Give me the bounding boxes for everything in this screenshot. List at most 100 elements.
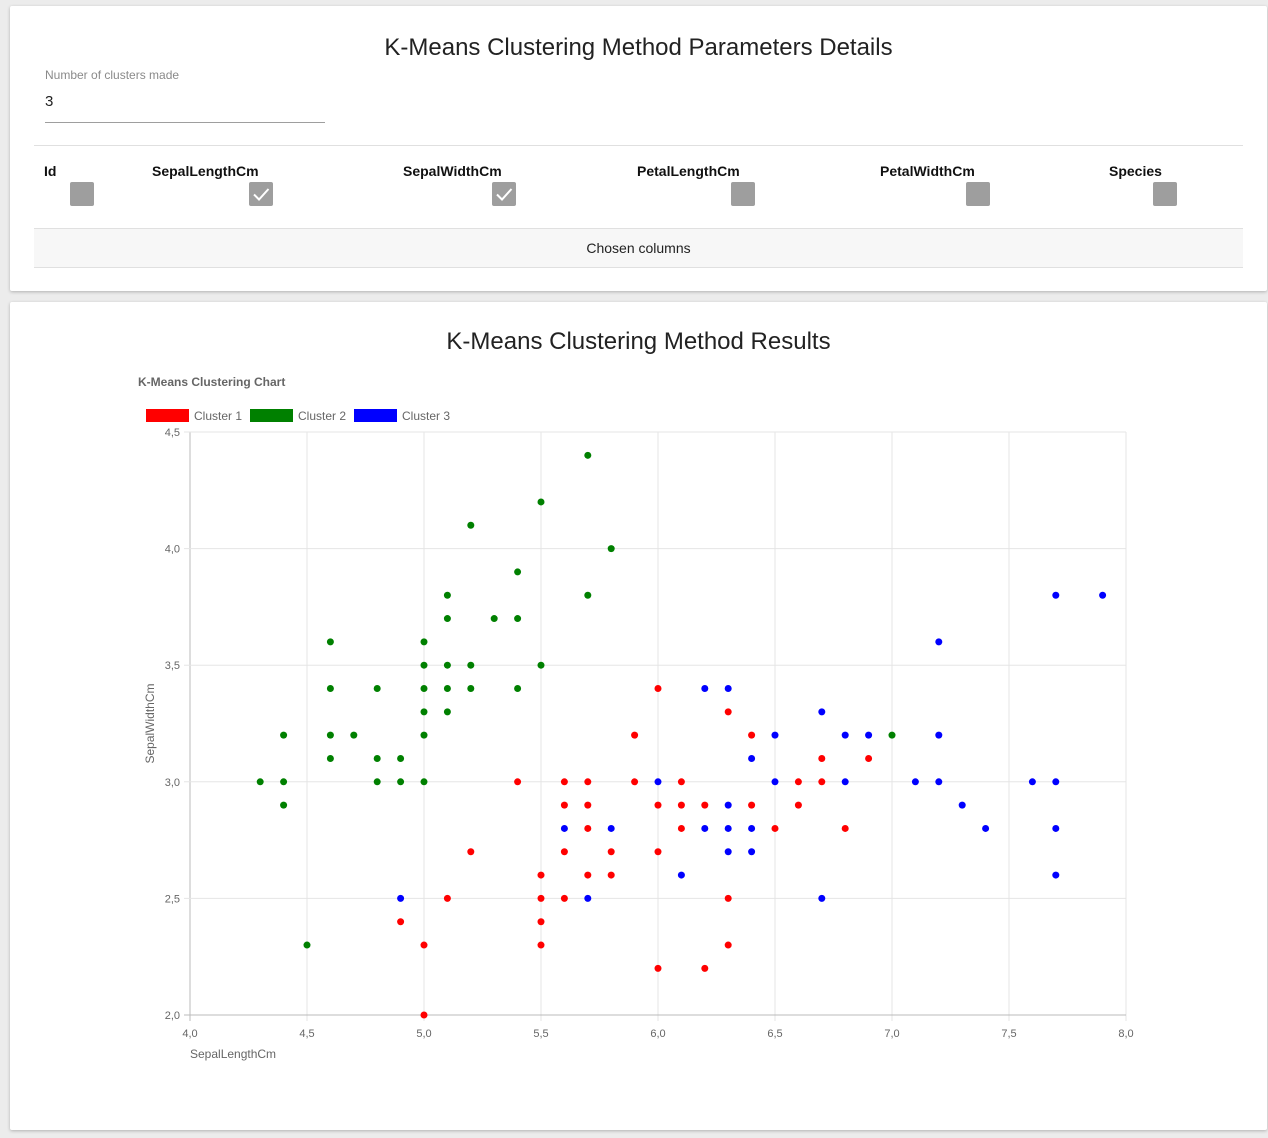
data-point [724, 685, 732, 693]
data-point [560, 848, 568, 856]
column-species-checkbox[interactable] [1153, 182, 1177, 206]
data-point [677, 871, 685, 879]
data-point [748, 754, 756, 762]
data-point [677, 778, 685, 786]
data-point [373, 685, 381, 693]
column-sepal-length-checkbox[interactable] [249, 182, 273, 206]
data-point [631, 778, 639, 786]
legend-label: Cluster 2 [298, 409, 346, 423]
data-point [397, 754, 405, 762]
data-point [818, 708, 826, 716]
data-point [701, 964, 709, 972]
data-point [654, 801, 662, 809]
data-point [794, 778, 802, 786]
y-tick-label: 3,0 [165, 777, 180, 789]
data-point [443, 894, 451, 902]
data-point [1028, 778, 1036, 786]
data-point [467, 521, 475, 529]
x-tick-label: 6,0 [650, 1028, 665, 1040]
data-point [420, 778, 428, 786]
data-point [771, 824, 779, 832]
x-tick-label: 6,5 [767, 1028, 782, 1040]
data-point [701, 801, 709, 809]
data-point [677, 824, 685, 832]
x-tick-label: 4,5 [299, 1028, 314, 1040]
data-point [280, 801, 288, 809]
column-sepal-length: SepalLengthCm [152, 163, 259, 179]
column-label: PetalWidthCm [880, 163, 975, 179]
column-petal-length-checkbox[interactable] [731, 182, 755, 206]
data-point [1099, 591, 1107, 599]
chart-title: K-Means Clustering Chart [138, 375, 285, 389]
data-point [256, 778, 264, 786]
data-point [935, 638, 943, 646]
data-point [514, 685, 522, 693]
y-tick-label: 3,5 [165, 660, 180, 672]
data-point [560, 778, 568, 786]
x-axis-label: SepalLengthCm [190, 1047, 276, 1061]
data-point [935, 731, 943, 739]
data-point [841, 778, 849, 786]
legend-swatch [354, 409, 397, 422]
data-point [584, 591, 592, 599]
data-point [373, 754, 381, 762]
x-tick-label: 5,0 [416, 1028, 431, 1040]
clusters-count-label: Number of clusters made [45, 68, 180, 82]
data-point [373, 778, 381, 786]
data-point [397, 894, 405, 902]
chosen-columns-bar[interactable]: Chosen columns [34, 228, 1243, 268]
data-point [443, 591, 451, 599]
data-point [818, 778, 826, 786]
data-point [724, 894, 732, 902]
data-point [326, 638, 334, 646]
column-label: SepalLengthCm [152, 163, 259, 179]
data-point [467, 661, 475, 669]
column-petal-length: PetalLengthCm [637, 163, 740, 179]
parameters-title: K-Means Clustering Method Parameters Det… [384, 34, 893, 61]
data-point [537, 661, 545, 669]
column-id-checkbox[interactable] [70, 182, 94, 206]
data-point [748, 848, 756, 856]
data-point [560, 801, 568, 809]
data-point [958, 801, 966, 809]
parameters-card: K-Means Clustering Method Parameters Det… [10, 6, 1267, 291]
y-tick-label: 4,0 [165, 544, 180, 556]
data-point [420, 661, 428, 669]
divider [34, 145, 1243, 146]
data-point [607, 824, 615, 832]
data-point [443, 708, 451, 716]
data-point [607, 545, 615, 553]
data-point [584, 778, 592, 786]
column-petal-width-checkbox[interactable] [966, 182, 990, 206]
data-point [537, 871, 545, 879]
data-point [841, 824, 849, 832]
data-point [677, 801, 685, 809]
data-point [865, 731, 873, 739]
data-point [420, 685, 428, 693]
data-point [701, 824, 709, 832]
column-label: Id [44, 163, 57, 179]
data-point [514, 568, 522, 576]
data-point [631, 731, 639, 739]
column-label: SepalWidthCm [403, 163, 502, 179]
y-tick-label: 4,5 [165, 427, 180, 439]
data-point [818, 894, 826, 902]
clusters-count-field[interactable]: Number of clusters made 3 [45, 68, 325, 123]
column-id: Id [44, 163, 56, 179]
data-point [420, 638, 428, 646]
data-point [654, 848, 662, 856]
data-point [560, 894, 568, 902]
data-point [326, 754, 334, 762]
data-point [490, 615, 498, 623]
data-point [514, 615, 522, 623]
data-point [560, 824, 568, 832]
data-point [724, 824, 732, 832]
clusters-count-input[interactable]: 3 [45, 93, 325, 123]
data-point [420, 731, 428, 739]
x-tick-label: 7,0 [884, 1028, 899, 1040]
column-label: PetalLengthCm [637, 163, 740, 179]
data-point [724, 708, 732, 716]
data-point [701, 685, 709, 693]
column-sepal-width-checkbox[interactable] [492, 182, 516, 206]
data-point [935, 778, 943, 786]
